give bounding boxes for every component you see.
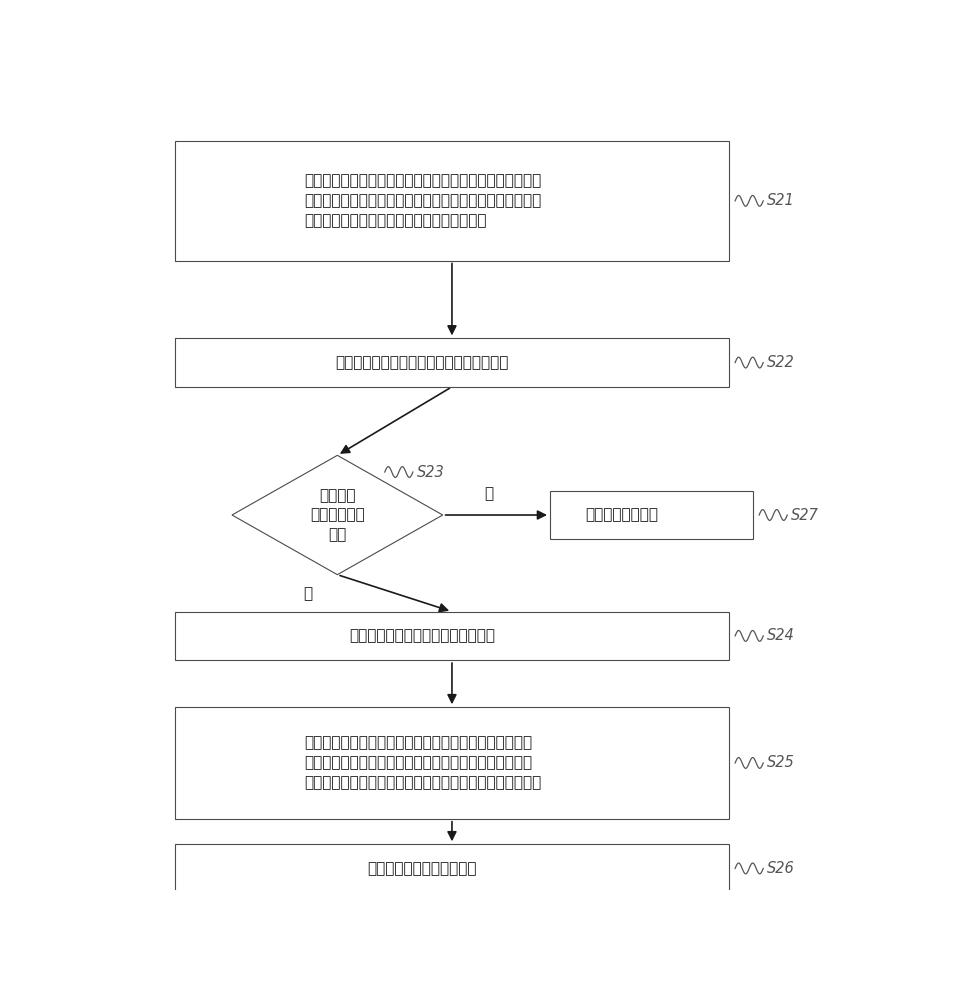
Text: S27: S27 — [790, 508, 818, 523]
Text: S23: S23 — [416, 465, 444, 480]
Text: S25: S25 — [766, 755, 794, 770]
FancyBboxPatch shape — [174, 844, 728, 893]
Text: 是: 是 — [303, 586, 312, 601]
Text: S26: S26 — [766, 861, 794, 876]
Text: S21: S21 — [766, 193, 794, 208]
FancyBboxPatch shape — [174, 612, 728, 660]
Text: 当前机油
温度高于预设
温度: 当前机油 温度高于预设 温度 — [310, 488, 364, 542]
Text: 否: 否 — [484, 486, 493, 501]
Text: 检测所述发动机的主油道的当前机油温度；: 检测所述发动机的主油道的当前机油温度； — [335, 355, 509, 370]
FancyBboxPatch shape — [174, 338, 728, 387]
Text: 将发动机的转速划分为至少两个预设转速范围，将发动机的
功率划分为至少两个预设功率范围，发动机在不同的转速范
围、功率范围内都对应有不同的稳定热效率；: 将发动机的转速划分为至少两个预设转速范围，将发动机的 功率划分为至少两个预设功率… — [303, 174, 540, 228]
Text: 输出所述需求冷却机油量。: 输出所述需求冷却机油量。 — [367, 861, 476, 876]
Text: S22: S22 — [766, 355, 794, 370]
FancyBboxPatch shape — [174, 707, 728, 819]
Text: 判断当前转速对应的预设转速范围，判断当前功率对应的
预设功率范围，并获取发动机在对应的预设转速范围、对
应的预设功率范围内发出稳定热效率时的需求冷却机油量；: 判断当前转速对应的预设转速范围，判断当前功率对应的 预设功率范围，并获取发动机在… — [303, 736, 540, 790]
FancyBboxPatch shape — [174, 141, 728, 261]
Text: 冷却喷嘴不喷油。: 冷却喷嘴不喷油。 — [585, 508, 658, 523]
Text: S24: S24 — [766, 628, 794, 643]
FancyBboxPatch shape — [549, 491, 753, 539]
Polygon shape — [232, 455, 442, 575]
Text: 获取发动机的当前转速和当前功率；: 获取发动机的当前转速和当前功率； — [349, 628, 495, 643]
